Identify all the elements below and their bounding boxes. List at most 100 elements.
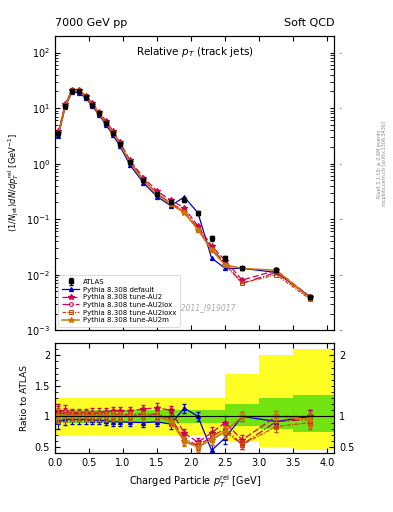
Pythia 8.308 tune-AU2loxx <box>118 140 122 146</box>
Pythia 8.308 tune-AU2 <box>274 267 279 273</box>
Pythia 8.308 tune-AU2lox <box>56 129 61 135</box>
Pythia 8.308 tune-AU2lox <box>209 245 214 251</box>
Pythia 8.308 tune-AU2loxx <box>141 177 146 183</box>
Pythia 8.308 tune-AU2 <box>77 87 81 93</box>
Pythia 8.308 tune-AU2loxx <box>155 191 160 197</box>
Pythia 8.308 tune-AU2 <box>240 277 244 283</box>
Pythia 8.308 tune-AU2lox <box>182 208 187 214</box>
Pythia 8.308 tune-AU2loxx <box>240 280 244 286</box>
Pythia 8.308 tune-AU2loxx <box>196 226 200 232</box>
Pythia 8.308 tune-AU2 <box>104 118 108 124</box>
Pythia 8.308 tune-AU2m <box>56 131 61 137</box>
Pythia 8.308 tune-AU2loxx <box>209 247 214 253</box>
Y-axis label: $(1/N_\mathrm{jet})dN/dp_T^\mathrm{rel}$ [GeV$^{-1}$]: $(1/N_\mathrm{jet})dN/dp_T^\mathrm{rel}$… <box>6 134 20 232</box>
Pythia 8.308 tune-AU2 <box>155 188 160 194</box>
Pythia 8.308 tune-AU2m <box>90 102 95 108</box>
Pythia 8.308 tune-AU2 <box>141 175 146 181</box>
Pythia 8.308 tune-AU2m <box>182 210 187 216</box>
Pythia 8.308 tune-AU2loxx <box>77 88 81 94</box>
Pythia 8.308 tune-AU2 <box>168 197 173 203</box>
Pythia 8.308 tune-AU2 <box>223 258 228 264</box>
Pythia 8.308 tune-AU2lox <box>223 260 228 266</box>
Pythia 8.308 tune-AU2m <box>196 226 200 232</box>
Line: Pythia 8.308 default: Pythia 8.308 default <box>57 90 312 298</box>
Pythia 8.308 tune-AU2loxx <box>70 88 74 94</box>
Pythia 8.308 tune-AU2m <box>127 159 132 165</box>
Pythia 8.308 default <box>77 90 81 96</box>
Pythia 8.308 tune-AU2 <box>308 294 312 300</box>
Pythia 8.308 tune-AU2loxx <box>56 130 61 136</box>
Pythia 8.308 tune-AU2loxx <box>90 101 95 108</box>
Pythia 8.308 default <box>110 132 115 138</box>
Pythia 8.308 tune-AU2lox <box>308 295 312 301</box>
Pythia 8.308 tune-AU2lox <box>77 88 81 94</box>
Pythia 8.308 tune-AU2lox <box>274 269 279 275</box>
Pythia 8.308 default <box>155 194 160 200</box>
Pythia 8.308 default <box>209 255 214 261</box>
Pythia 8.308 tune-AU2loxx <box>63 102 68 109</box>
Y-axis label: Ratio to ATLAS: Ratio to ATLAS <box>20 365 29 431</box>
Pythia 8.308 tune-AU2 <box>182 205 187 211</box>
Pythia 8.308 tune-AU2loxx <box>97 111 102 117</box>
Pythia 8.308 tune-AU2 <box>63 101 68 107</box>
Pythia 8.308 tune-AU2 <box>97 109 102 115</box>
Line: Pythia 8.308 tune-AU2: Pythia 8.308 tune-AU2 <box>56 87 313 300</box>
Pythia 8.308 tune-AU2m <box>97 111 102 117</box>
Line: Pythia 8.308 tune-AU2loxx: Pythia 8.308 tune-AU2loxx <box>57 89 312 301</box>
Pythia 8.308 tune-AU2lox <box>196 225 200 231</box>
Pythia 8.308 tune-AU2m <box>223 262 228 268</box>
Pythia 8.308 tune-AU2lox <box>118 140 122 146</box>
Pythia 8.308 default <box>83 95 88 101</box>
Pythia 8.308 tune-AU2loxx <box>182 209 187 215</box>
Pythia 8.308 tune-AU2 <box>127 157 132 163</box>
Pythia 8.308 tune-AU2loxx <box>168 201 173 207</box>
Pythia 8.308 tune-AU2loxx <box>274 272 279 278</box>
Pythia 8.308 tune-AU2m <box>308 295 312 301</box>
Line: Pythia 8.308 tune-AU2m: Pythia 8.308 tune-AU2m <box>56 88 313 301</box>
Pythia 8.308 tune-AU2lox <box>127 159 132 165</box>
Pythia 8.308 tune-AU2loxx <box>223 262 228 268</box>
Pythia 8.308 default <box>240 265 244 271</box>
Pythia 8.308 default <box>141 180 146 186</box>
Text: Relative $p_T$ (track jets): Relative $p_T$ (track jets) <box>136 45 253 59</box>
Pythia 8.308 tune-AU2m <box>274 267 279 273</box>
Pythia 8.308 default <box>127 162 132 168</box>
Line: Pythia 8.308 tune-AU2lox: Pythia 8.308 tune-AU2lox <box>57 88 312 300</box>
Pythia 8.308 default <box>90 103 95 109</box>
Pythia 8.308 default <box>70 89 74 95</box>
X-axis label: Charged Particle $p_T^\mathrm{rel}$ [GeV]: Charged Particle $p_T^\mathrm{rel}$ [GeV… <box>129 474 261 490</box>
Pythia 8.308 tune-AU2lox <box>90 101 95 107</box>
Text: mcplots.cern.ch [arXiv:1306.3436]: mcplots.cern.ch [arXiv:1306.3436] <box>382 121 387 206</box>
Pythia 8.308 tune-AU2lox <box>104 119 108 125</box>
Pythia 8.308 tune-AU2m <box>83 94 88 100</box>
Pythia 8.308 default <box>63 104 68 110</box>
Pythia 8.308 tune-AU2loxx <box>83 93 88 99</box>
Pythia 8.308 default <box>56 133 61 139</box>
Pythia 8.308 default <box>97 112 102 118</box>
Pythia 8.308 tune-AU2 <box>118 138 122 144</box>
Pythia 8.308 tune-AU2m <box>209 247 214 253</box>
Pythia 8.308 tune-AU2 <box>209 243 214 249</box>
Pythia 8.308 tune-AU2lox <box>63 102 68 108</box>
Pythia 8.308 tune-AU2loxx <box>104 120 108 126</box>
Pythia 8.308 tune-AU2 <box>196 223 200 229</box>
Pythia 8.308 tune-AU2m <box>168 201 173 207</box>
Pythia 8.308 tune-AU2lox <box>70 87 74 93</box>
Pythia 8.308 default <box>182 194 187 200</box>
Pythia 8.308 tune-AU2m <box>141 177 146 183</box>
Pythia 8.308 default <box>223 265 228 271</box>
Pythia 8.308 default <box>118 143 122 149</box>
Pythia 8.308 default <box>168 203 173 209</box>
Text: Rivet 3.1.10; ≥ 2.6M events: Rivet 3.1.10; ≥ 2.6M events <box>377 130 382 198</box>
Pythia 8.308 tune-AU2lox <box>155 190 160 197</box>
Pythia 8.308 default <box>274 269 279 275</box>
Pythia 8.308 tune-AU2 <box>110 127 115 134</box>
Pythia 8.308 tune-AU2m <box>70 88 74 94</box>
Pythia 8.308 tune-AU2loxx <box>110 130 115 136</box>
Text: ATLAS_2011_I919017: ATLAS_2011_I919017 <box>153 304 236 312</box>
Pythia 8.308 tune-AU2m <box>118 140 122 146</box>
Pythia 8.308 tune-AU2lox <box>110 129 115 135</box>
Pythia 8.308 default <box>196 210 200 216</box>
Pythia 8.308 tune-AU2lox <box>168 200 173 206</box>
Pythia 8.308 tune-AU2 <box>90 100 95 106</box>
